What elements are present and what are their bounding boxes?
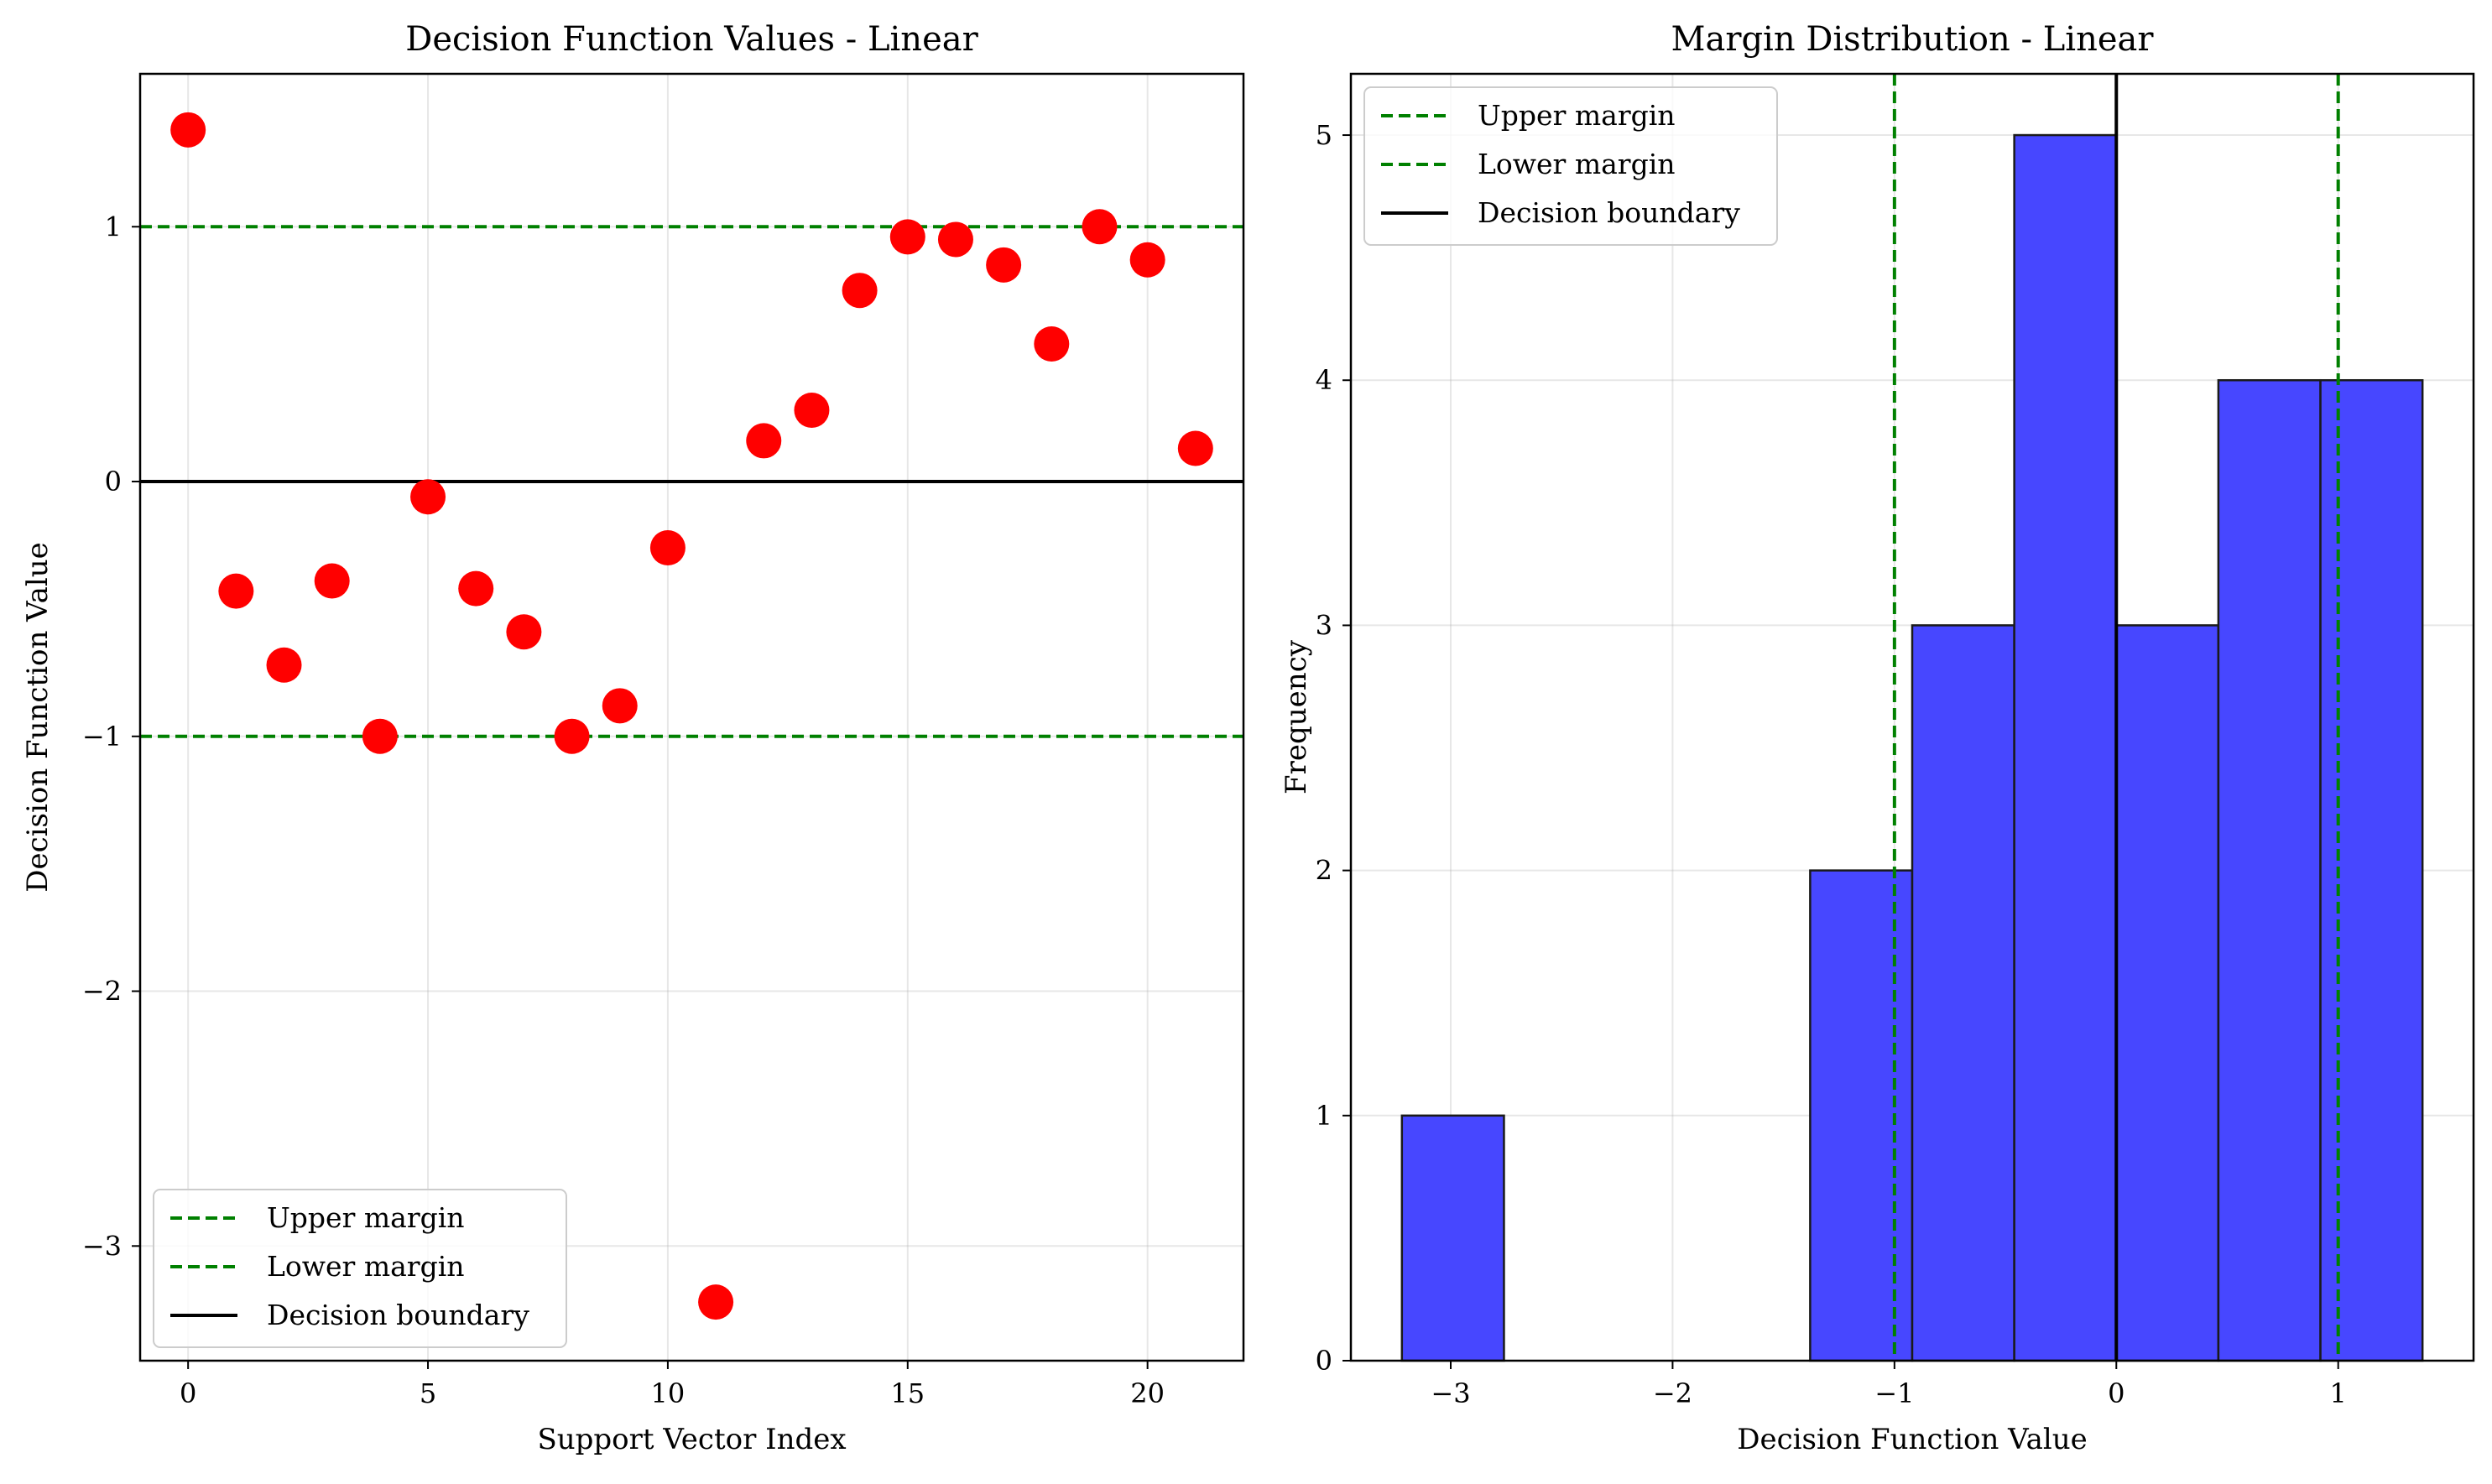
legend-box (1363, 86, 1778, 246)
y-tick-label: 2 (1316, 855, 1332, 887)
x-tick-label: 10 (651, 1377, 686, 1409)
axes-frame (138, 72, 1245, 1362)
x-axis-label: Support Vector Index (537, 1423, 846, 1456)
data-point (1177, 430, 1213, 466)
y-tick-label: 3 (1316, 609, 1332, 641)
legend-label: Upper margin (267, 1201, 465, 1234)
y-tick-label: 5 (1316, 119, 1332, 151)
data-point (698, 1284, 734, 1320)
y-axis-label: Frequency (1280, 639, 1313, 794)
y-tick-label: 4 (1316, 364, 1332, 396)
data-point (937, 221, 973, 258)
data-point (410, 479, 446, 515)
data-point (554, 718, 590, 754)
legend-label: Lower margin (1478, 148, 1676, 180)
histogram-panel: −3 −2 −1 0 1 0 1 2 3 4 5 Margin Distribution - Line… (1280, 20, 2475, 1456)
legend: Upper margin Lower margin Decision boundar… (1363, 86, 1778, 246)
y-tick-label: −3 (82, 1230, 122, 1262)
data-point (842, 273, 878, 309)
data-point (794, 392, 830, 428)
x-tick-label: −1 (1874, 1377, 1914, 1409)
x-tick-label: 20 (1130, 1377, 1165, 1409)
data-point (458, 570, 494, 607)
data-point (1129, 242, 1165, 278)
x-tick-label: 15 (890, 1377, 925, 1409)
data-point (266, 647, 302, 683)
histogram-bar (2217, 378, 2322, 1362)
data-point (170, 112, 206, 148)
chart-title: Decision Function Values - Linear (405, 20, 978, 59)
histogram-bar (2115, 624, 2220, 1362)
data-point (506, 614, 542, 650)
scatter-panel: 0 5 10 15 20 −3 −2 −1 0 1 Decision Function Values… (21, 20, 1245, 1456)
x-tick-label: 5 (420, 1377, 436, 1409)
y-tick-label: −1 (82, 721, 122, 752)
y-axis-label: Decision Function Value (21, 542, 55, 893)
y-tick-label: −2 (82, 976, 122, 1008)
axes-frame (1349, 72, 2475, 1362)
histogram-bar (1911, 624, 2015, 1362)
x-tick-label: −3 (1431, 1377, 1470, 1409)
data-point (602, 688, 638, 724)
legend-label: Decision boundary (1478, 196, 1740, 229)
x-tick-label: 0 (2108, 1377, 2124, 1409)
x-tick-label: −2 (1653, 1377, 1692, 1409)
data-point (746, 423, 782, 459)
legend: Upper margin Lower margin Decision boundar… (153, 1189, 567, 1348)
data-point (889, 219, 925, 255)
y-tick-label: 1 (105, 211, 122, 242)
data-point (218, 573, 254, 609)
legend-box (153, 1189, 567, 1348)
chart-title: Margin Distribution - Linear (1671, 20, 2155, 59)
data-point (362, 718, 398, 754)
data-point (649, 529, 686, 565)
histogram-bar (2013, 133, 2118, 1362)
data-point (314, 563, 350, 599)
x-axis-label: Decision Function Value (1737, 1423, 2088, 1456)
data-point (986, 247, 1022, 283)
histogram-bar (1400, 1114, 1505, 1362)
histogram-bar (2319, 378, 2424, 1362)
y-tick-label: 1 (1316, 1100, 1332, 1132)
x-tick-label: 1 (2330, 1377, 2347, 1409)
y-tick-label: 0 (1316, 1345, 1332, 1377)
data-point (1082, 209, 1118, 245)
y-tick-label: 0 (105, 466, 122, 497)
legend-label: Lower margin (267, 1250, 465, 1283)
histogram-bar (1809, 869, 1914, 1362)
legend-label: Upper margin (1478, 99, 1676, 132)
x-tick-label: 0 (180, 1377, 196, 1409)
data-point (1034, 325, 1070, 362)
legend-label: Decision boundary (267, 1299, 529, 1331)
